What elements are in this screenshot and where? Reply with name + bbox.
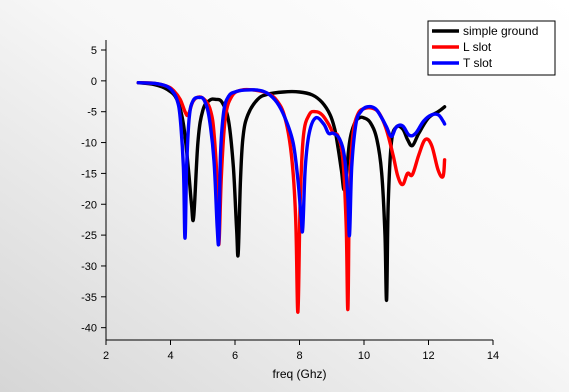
x-tick-label: 6 bbox=[232, 350, 238, 362]
legend-label-l-slot: L slot bbox=[463, 40, 492, 54]
y-tick-label: -5 bbox=[87, 107, 97, 119]
y-tick-label: -10 bbox=[81, 138, 97, 150]
legend-label-t-slot: T slot bbox=[463, 56, 493, 70]
y-tick-label: 5 bbox=[91, 45, 97, 57]
legend: simple ground L slot T slot bbox=[427, 20, 556, 76]
axes: 2 4 6 8 10 12 14 5 0 -5 -10 -15 -20 -25 -30 -35 -40 freq … bbox=[81, 40, 499, 381]
y-tick-label: 0 bbox=[91, 76, 97, 88]
x-tick-label: 8 bbox=[296, 350, 302, 362]
x-tick-label: 14 bbox=[487, 350, 499, 362]
x-axis-title: freq (Ghz) bbox=[272, 367, 326, 381]
x-tick-label: 12 bbox=[422, 350, 434, 362]
plot-area bbox=[136, 81, 447, 314]
series-line-t-slot bbox=[136, 81, 447, 247]
y-tick-label: -20 bbox=[81, 199, 97, 211]
x-tick-label: 10 bbox=[358, 350, 370, 362]
y-tick-label: -35 bbox=[81, 292, 97, 304]
x-tick-label: 4 bbox=[167, 350, 173, 362]
y-tick-label: -25 bbox=[81, 230, 97, 242]
legend-label-simple-ground: simple ground bbox=[463, 24, 538, 38]
y-tick-label: -40 bbox=[81, 323, 97, 335]
x-tick-label: 2 bbox=[103, 350, 109, 362]
y-tick-label: -15 bbox=[81, 168, 97, 180]
y-tick-label: -30 bbox=[81, 261, 97, 273]
